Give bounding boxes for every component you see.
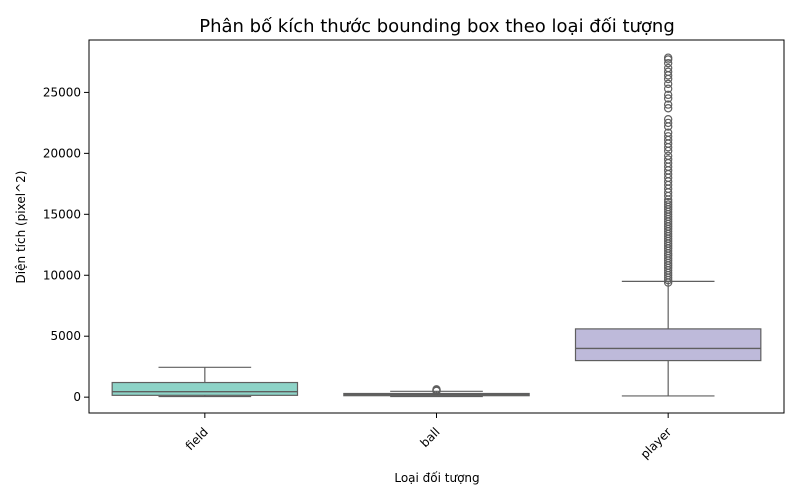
outlier-point xyxy=(663,79,673,89)
outlier-point xyxy=(663,104,673,113)
outlier-point xyxy=(663,58,673,68)
y-axis-title: Diện tích (pixel^2) xyxy=(14,171,28,284)
outlier-point xyxy=(432,385,441,394)
chart-title: Phân bố kích thước bounding box theo loạ… xyxy=(199,16,675,37)
outlier-point xyxy=(663,94,673,103)
y-tick-label: 10000 xyxy=(43,268,81,282)
outlier-point xyxy=(663,84,673,93)
outlier-point xyxy=(663,151,673,161)
box-iqr xyxy=(574,328,762,362)
box-ball xyxy=(343,385,530,398)
outlier-point xyxy=(663,118,673,128)
y-tick-label: 5000 xyxy=(50,329,81,343)
box-iqr xyxy=(111,381,299,396)
outlier-point xyxy=(663,200,673,209)
y-tick-label: 25000 xyxy=(43,85,81,99)
y-tick-label: 15000 xyxy=(43,207,81,221)
plot-area xyxy=(111,53,762,398)
outlier-point xyxy=(663,67,673,76)
y-tick-label: 0 xyxy=(73,390,81,404)
outlier-point xyxy=(663,115,673,124)
y-axis: 0 5000 10000 15000 20000 25000 xyxy=(43,85,89,404)
x-tick-label: ball xyxy=(417,425,442,450)
outlier-point xyxy=(663,128,673,137)
x-axis-title: Loại đối tượng xyxy=(394,471,479,485)
x-axis: field ball player xyxy=(183,413,675,462)
outlier-point xyxy=(663,132,673,141)
outlier-point xyxy=(663,155,673,164)
x-tick-label: field xyxy=(183,425,211,453)
box-player xyxy=(574,53,762,397)
y-tick-label: 20000 xyxy=(43,146,81,160)
outlier-point xyxy=(663,197,673,207)
outlier-point xyxy=(663,63,673,73)
x-tick-label: player xyxy=(638,425,675,462)
outlier-point xyxy=(663,90,673,100)
box-field xyxy=(111,366,299,398)
outlier-point xyxy=(663,53,673,62)
outlier-point xyxy=(663,100,673,109)
